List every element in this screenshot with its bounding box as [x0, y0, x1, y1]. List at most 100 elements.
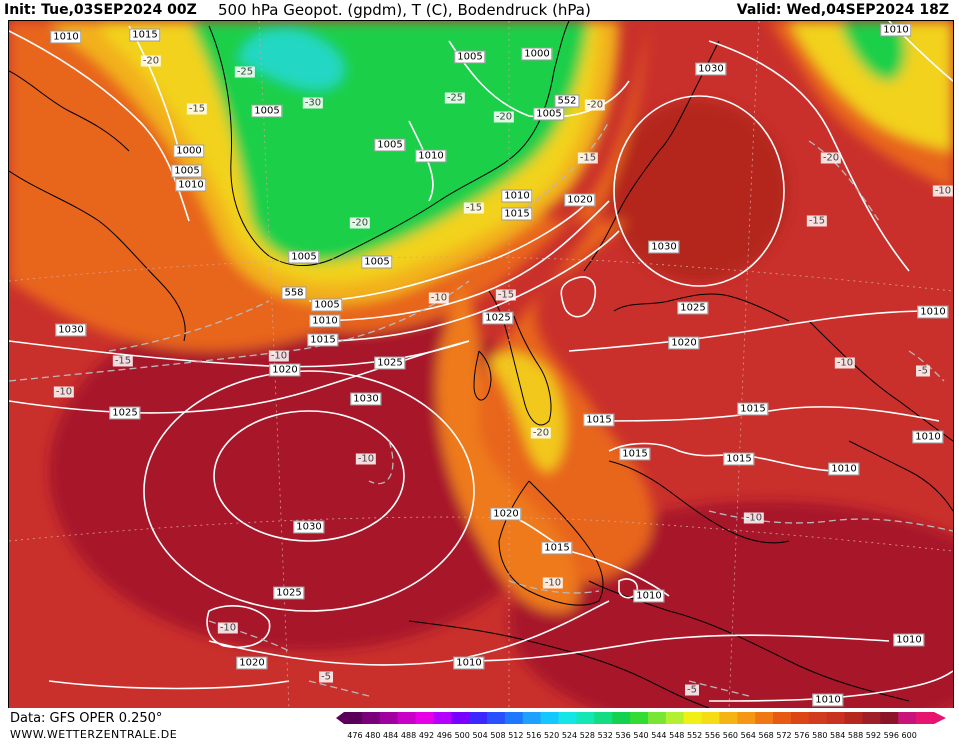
- map-footer: Data: GFS OPER 0.250° WWW.WETTERZENTRALE…: [0, 708, 959, 741]
- colorbar-arrow-right: [934, 712, 946, 724]
- colorbar-swatch: [397, 712, 417, 724]
- isotherm-label: -30: [302, 97, 324, 109]
- valid-time: Valid: Wed,04SEP2024 18Z: [736, 2, 949, 18]
- isobar-label: 1005: [171, 164, 203, 178]
- colorbar-tick-label: 516: [526, 731, 541, 740]
- colorbar-swatch: [576, 712, 595, 724]
- isobar-label: 1010: [501, 189, 533, 203]
- isobar-label: 1030: [350, 392, 382, 406]
- graticule: [9, 21, 953, 708]
- isotherm-label: -10: [542, 577, 564, 589]
- isotherm-label: -20: [584, 99, 606, 111]
- colorbar-tick-label: 524: [562, 731, 577, 740]
- colorbar-swatch: [451, 712, 470, 724]
- colorbar-swatch: [737, 712, 756, 724]
- colorbar-swatch: [755, 712, 774, 724]
- isobar-label: 1030: [55, 323, 87, 337]
- colorbar-swatch: [701, 712, 720, 724]
- data-source: Data: GFS OPER 0.250°: [10, 711, 163, 726]
- isobar-label: 1015: [541, 541, 573, 555]
- colorbar-tick-label: 596: [884, 731, 899, 740]
- colorbar-swatch: [862, 712, 881, 724]
- isotherm-label: -25: [444, 92, 466, 104]
- colorbar-tick-label: 492: [419, 731, 434, 740]
- isobar-label: 1005: [361, 255, 393, 269]
- colorbar-swatch: [469, 712, 488, 724]
- colorbar-swatch: [790, 712, 810, 724]
- isobar-label: 1005: [288, 250, 320, 264]
- colorbar-tick-label: 496: [437, 731, 452, 740]
- colorbar-tick-label: 504: [472, 731, 487, 740]
- isobar-label: 1025: [273, 586, 305, 600]
- map-title: 500 hPa Geopot. (gpdm), T (C), Bodendruc…: [218, 1, 591, 19]
- isobar-label: 1010: [828, 462, 860, 476]
- isobar-label: 1015: [619, 447, 651, 461]
- isobar-label: 1025: [109, 406, 141, 420]
- colorbar-swatch: [630, 712, 649, 724]
- colorbar-tick-label: 584: [830, 731, 845, 740]
- colorbar-tick-label: 564: [741, 731, 756, 740]
- isobar-label: 1030: [695, 62, 727, 76]
- colorbar-swatch: [647, 712, 667, 724]
- colorbar-tick-label: 556: [705, 731, 720, 740]
- colorbar-swatch: [880, 712, 899, 724]
- colorbar-tick-label: 512: [508, 731, 523, 740]
- isobar-label: 1010: [453, 656, 485, 670]
- isotherm-label: -10: [932, 185, 953, 197]
- isobar-label: 1030: [648, 240, 680, 254]
- isobar-label: 1010: [893, 633, 925, 647]
- isobar-label: 1015: [501, 207, 533, 221]
- isotherm-label: -10: [53, 386, 75, 398]
- isobar-label: 1025: [677, 301, 709, 315]
- colorbar-tick-label: 484: [383, 731, 398, 740]
- colorbar-swatch: [487, 712, 506, 724]
- colorbar-swatch: [344, 712, 363, 724]
- colorbar-tick-label: 560: [723, 731, 738, 740]
- isotherm-label: -5: [319, 671, 333, 683]
- colorbar-tick-label: 500: [455, 731, 470, 740]
- colorbar-swatch: [540, 712, 560, 724]
- colorbar-swatch: [361, 712, 381, 724]
- colorbar-swatch: [612, 712, 631, 724]
- colorbar-swatch: [916, 712, 935, 724]
- isobar-label: 1010: [812, 693, 844, 707]
- isotherm-label: -20: [493, 111, 515, 123]
- isotherm-label: -5: [916, 365, 930, 377]
- isobar-label: 1020: [668, 336, 700, 350]
- isotherm-label: -10: [355, 453, 377, 465]
- colorbar-swatch: [719, 712, 738, 724]
- colorbar-swatch: [594, 712, 613, 724]
- colorbar-tick-label: 580: [812, 731, 827, 740]
- colorbar-tick-label: 536: [615, 731, 630, 740]
- isobar-label: 1015: [723, 452, 755, 466]
- isotherm-label: -15: [112, 355, 134, 367]
- isobar-label: 1025: [374, 356, 406, 370]
- map-header: Init: Tue,03SEP2024 00Z 500 hPa Geopot. …: [0, 0, 959, 20]
- isotherm-label: -10: [268, 350, 290, 362]
- colorbar-swatch: [433, 712, 452, 724]
- colorbar-tick-label: 508: [490, 731, 505, 740]
- init-time: Init: Tue,03SEP2024 00Z: [4, 2, 197, 18]
- isobar-label: 1010: [415, 149, 447, 163]
- isotherm-label: -20: [820, 152, 842, 164]
- isotherm-label: -20: [349, 217, 371, 229]
- isobar-label: 1020: [564, 193, 596, 207]
- colorbar-swatch: [808, 712, 828, 724]
- isobar-label: 1010: [50, 30, 82, 44]
- colorbar-swatch: [844, 712, 863, 724]
- colorbar-swatch: [898, 712, 917, 724]
- isobar-label: 1005: [251, 104, 283, 118]
- colorbar-tick-label: 552: [687, 731, 702, 740]
- colorbar-tick-label: 576: [794, 731, 809, 740]
- isotherm-label: -15: [577, 152, 599, 164]
- colorbar-tick-label: 572: [776, 731, 791, 740]
- weather-map: 1010 1015 1005 1000 1010 1030 552 1005 1005 1000 1…: [8, 20, 954, 709]
- isotherm-label: -20: [140, 55, 162, 67]
- isobar-label: 1010: [309, 314, 341, 328]
- isobar-label: 1010: [917, 305, 949, 319]
- isobar-label: 1010: [880, 23, 912, 37]
- colorbar-arrow-left: [336, 712, 344, 724]
- isobar-label: 1020: [269, 363, 301, 377]
- isotherm-label: -10: [217, 622, 239, 634]
- colorbar-tick-label: 544: [651, 731, 666, 740]
